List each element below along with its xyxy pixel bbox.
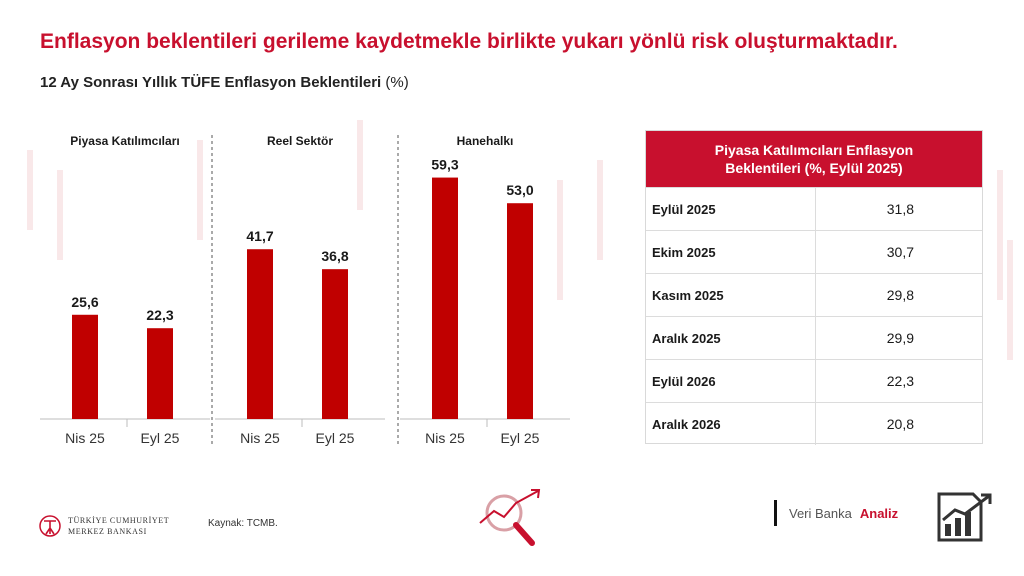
bar	[247, 249, 273, 419]
bar-value-label: 59,3	[431, 157, 458, 173]
brand-label-veri-banka: Veri Banka	[789, 505, 852, 521]
bar	[322, 269, 348, 419]
expectations-table: Piyasa Katılımcıları Enflasyon Beklentil…	[645, 130, 983, 445]
x-tick-label: Eyl 25	[501, 430, 540, 446]
bar	[432, 177, 458, 419]
table-row: Kasım 2025 29,8	[646, 273, 982, 316]
table-row-value: 29,9	[886, 330, 914, 346]
table-row-value: 20,8	[886, 416, 914, 432]
table-row: Eylül 2026 22,3	[646, 359, 982, 402]
table-row-period: Kasım 2025	[646, 274, 816, 316]
bar	[72, 314, 98, 419]
table-header: Piyasa Katılımcıları Enflasyon Beklentil…	[646, 131, 982, 187]
chart-subtitle-unit: (%)	[385, 74, 409, 91]
tcmb-logo: TÜRKİYE CUMHURİYET MERKEZ BANKASI	[38, 512, 169, 540]
table-row: Ekim 2025 30,7	[646, 230, 982, 273]
bank-name-line1: TÜRKİYE CUMHURİYET	[68, 516, 170, 525]
panel-label: Piyasa Katılımcıları	[70, 134, 179, 148]
table-row-value: 22,3	[886, 373, 914, 389]
table-row-value: 29,8	[886, 287, 914, 303]
table-row-period: Eylül 2025	[646, 188, 816, 230]
x-tick-label: Eyl 25	[141, 430, 180, 446]
table-row: Eylül 2025 31,8	[646, 187, 982, 230]
x-tick-label: Eyl 25	[316, 430, 355, 446]
table-row-period: Aralık 2025	[646, 317, 816, 359]
table-row-period: Eylül 2026	[646, 360, 816, 402]
bar	[507, 203, 533, 419]
table-row-period: Ekim 2025	[646, 231, 816, 273]
table-row-value: 31,8	[886, 201, 914, 217]
x-tick-label: Nis 25	[425, 430, 465, 446]
bank-name-line2: MERKEZ BANKASI	[68, 527, 147, 536]
magnifier-trend-icon	[479, 489, 541, 546]
bar	[147, 328, 173, 419]
panel-label: Reel Sektör	[267, 134, 333, 148]
table-row: Aralık 2025 29,9	[646, 316, 982, 359]
bar-value-label: 41,7	[246, 228, 273, 244]
brand-label: Veri Banka Analiz	[774, 500, 898, 526]
x-tick-label: Nis 25	[65, 430, 105, 446]
source-note: Kaynak: TCMB.	[208, 518, 278, 529]
bar-chart-trend-icon	[937, 492, 992, 542]
tcmb-logo-icon	[39, 515, 61, 537]
chart-subtitle: 12 Ay Sonrası Yıllık TÜFE Enflasyon Bekl…	[40, 74, 409, 91]
bar-value-label: 53,0	[506, 182, 533, 198]
bar-value-label: 25,6	[71, 294, 98, 310]
panel-label: Hanehalkı	[457, 134, 514, 148]
bar-value-label: 36,8	[321, 248, 348, 264]
table-row-value: 30,7	[886, 244, 914, 260]
brand-label-analiz: Analiz	[859, 505, 899, 521]
chart-subtitle-main: 12 Ay Sonrası Yıllık TÜFE Enflasyon Bekl…	[40, 74, 382, 91]
table-row: Aralık 2026 20,8	[646, 402, 982, 445]
bar-value-label: 22,3	[146, 307, 173, 323]
headline: Enflasyon beklentileri gerileme kaydetme…	[40, 30, 898, 53]
x-tick-label: Nis 25	[240, 430, 280, 446]
table-row-period: Aralık 2026	[646, 403, 816, 445]
